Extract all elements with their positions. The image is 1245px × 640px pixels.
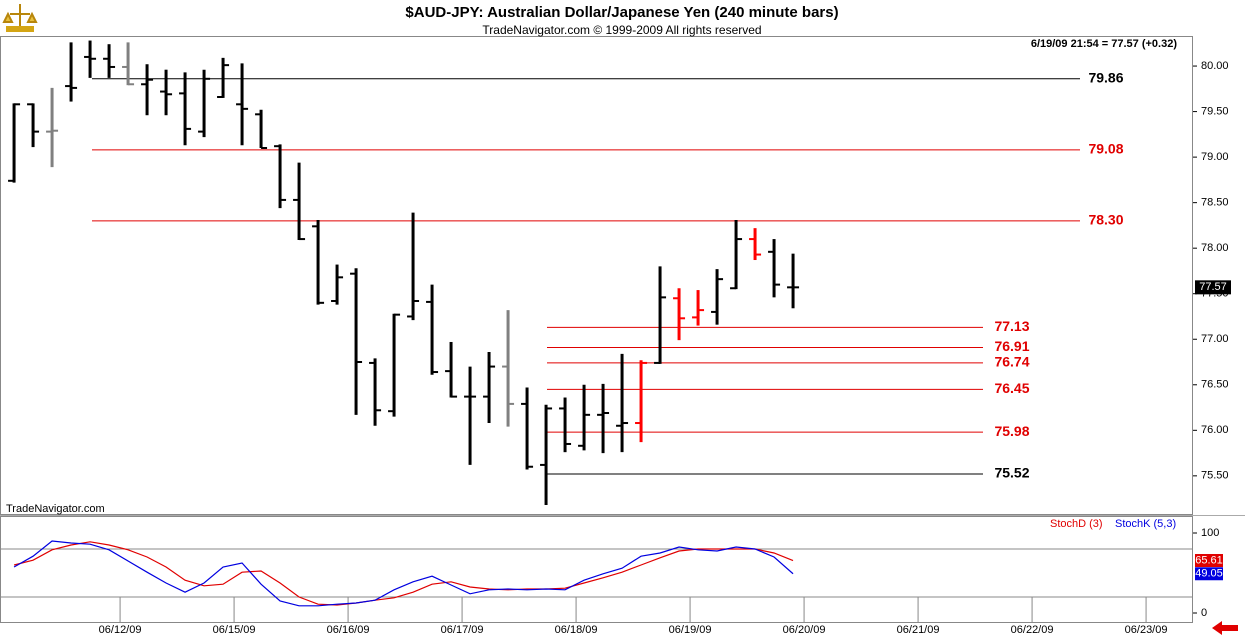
y-tick-label: 78.50 xyxy=(1201,197,1229,209)
x-tick-label: 06/18/09 xyxy=(555,624,598,636)
level-label: 79.08 xyxy=(1088,141,1123,157)
last-value-label: 49.05 xyxy=(1195,568,1223,580)
y-tick-label: 80.00 xyxy=(1201,60,1229,72)
level-label: 75.52 xyxy=(994,465,1029,481)
y-tick-label: 100 xyxy=(1201,527,1219,539)
y-tick-label: 76.50 xyxy=(1201,379,1229,391)
chart-title: $AUD-JPY: Australian Dollar/Japanese Yen… xyxy=(405,4,838,21)
level-label: 76.74 xyxy=(994,354,1029,370)
level-label: 76.45 xyxy=(994,380,1029,396)
x-tick-label: 06/21/09 xyxy=(897,624,940,636)
x-tick-label: 06/20/09 xyxy=(783,624,826,636)
scroll-arrow[interactable] xyxy=(1212,621,1238,635)
y-tick-label: 75.50 xyxy=(1201,470,1229,482)
chart-subtitle: TradeNavigator.com © 1999-2009 All right… xyxy=(482,23,761,37)
level-label: 75.98 xyxy=(994,423,1029,439)
x-tick-label: 06/22/09 xyxy=(1011,624,1054,636)
x-tick-label: 06/16/09 xyxy=(327,624,370,636)
level-label: 78.30 xyxy=(1088,212,1123,228)
y-tick-label: 0 xyxy=(1201,607,1207,619)
x-tick-label: 06/12/09 xyxy=(99,624,142,636)
x-tick-label: 06/15/09 xyxy=(213,624,256,636)
y-tick-label: 79.50 xyxy=(1201,105,1229,117)
level-label: 79.86 xyxy=(1088,70,1123,86)
x-tick-label: 06/19/09 xyxy=(669,624,712,636)
y-tick-label: 77.00 xyxy=(1201,333,1229,345)
last-value-label: 65.61 xyxy=(1195,554,1223,566)
logo xyxy=(2,4,38,32)
watermark: TradeNavigator.com xyxy=(6,503,105,515)
last-price-badge xyxy=(1195,280,1231,295)
y-tick-label: 79.00 xyxy=(1201,151,1229,163)
legend-label: StochK (5,3) xyxy=(1115,518,1176,530)
level-label: 76.91 xyxy=(994,338,1029,354)
last-price-label: 77.57 xyxy=(1199,281,1227,293)
x-tick-label: 06/23/09 xyxy=(1125,624,1168,636)
stoch-line xyxy=(13,541,794,606)
stoch-panel xyxy=(0,516,1193,623)
last-value-badge xyxy=(1195,554,1223,568)
y-tick-label: 76.00 xyxy=(1201,424,1229,436)
level-label: 77.13 xyxy=(994,318,1029,334)
last-value-badge xyxy=(1195,567,1223,581)
x-tick-label: 06/17/09 xyxy=(441,624,484,636)
last-quote: 6/19/09 21:54 = 77.57 (+0.32) xyxy=(1031,38,1178,50)
price-panel xyxy=(0,36,1193,515)
stoch-line xyxy=(13,540,794,607)
y-tick-label: 78.00 xyxy=(1201,242,1229,254)
legend-label: StochD (3) xyxy=(1050,518,1103,530)
